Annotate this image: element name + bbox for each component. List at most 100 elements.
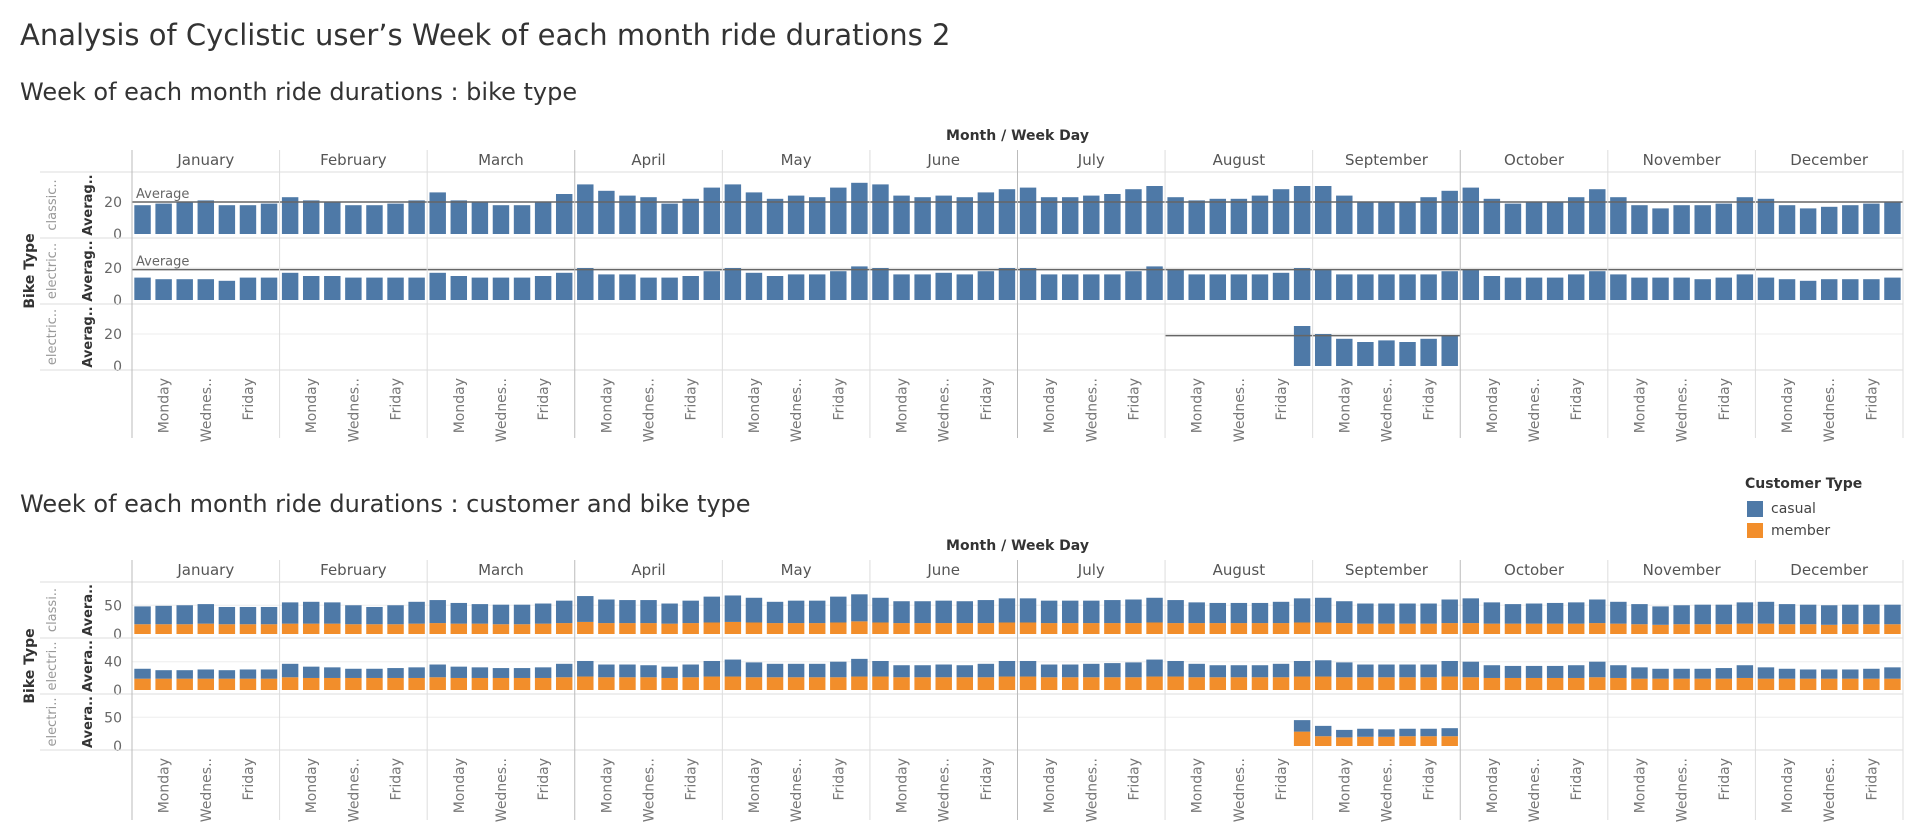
bar-member <box>598 677 615 690</box>
legend-item-member[interactable]: member <box>1744 520 1904 538</box>
bar-member <box>745 622 763 634</box>
bar-casual <box>956 601 974 624</box>
month-label-october: October <box>1504 561 1565 579</box>
bar <box>1567 274 1585 300</box>
bar <box>1251 195 1269 234</box>
bar-member <box>1040 623 1058 634</box>
bar-member <box>766 677 784 690</box>
bar-member <box>1188 623 1205 634</box>
bar-member <box>1019 622 1037 634</box>
bar-member <box>260 624 278 634</box>
bar <box>1272 189 1290 234</box>
bar-casual <box>661 603 678 624</box>
bar-casual <box>1842 604 1859 625</box>
bar-casual <box>1884 667 1901 679</box>
weekday-label: Monday <box>895 758 911 813</box>
weekday-label: Monday <box>304 758 320 813</box>
bar <box>1842 279 1859 300</box>
bar-member <box>1230 623 1248 634</box>
bar <box>1293 268 1311 300</box>
bar <box>366 205 383 234</box>
bar-casual <box>1673 668 1690 679</box>
bar <box>851 266 868 300</box>
bar-member <box>1842 678 1859 690</box>
weekday-label: Friday <box>831 378 847 420</box>
bar <box>956 197 974 234</box>
bar <box>1019 268 1037 300</box>
bar-member <box>1504 677 1522 690</box>
bar-casual <box>1462 661 1480 678</box>
bar-member <box>408 623 425 634</box>
bar-casual <box>914 601 931 624</box>
axis-tick-label: 20 <box>104 261 122 277</box>
bar-casual <box>555 600 573 624</box>
bar-casual <box>197 669 215 679</box>
month-label-november: November <box>1643 561 1722 579</box>
bar <box>408 277 425 300</box>
bar <box>808 274 826 300</box>
bar-casual <box>408 667 425 678</box>
bar-casual <box>872 660 889 677</box>
bar-casual <box>1399 603 1416 624</box>
bar-casual <box>155 670 172 679</box>
bar-casual <box>1293 598 1311 623</box>
bar <box>1125 271 1142 300</box>
bar-member <box>977 677 995 690</box>
bar <box>1631 277 1648 300</box>
bar-casual <box>1167 660 1184 677</box>
bar-member <box>176 678 193 690</box>
legend-swatch-casual <box>1747 501 1763 517</box>
bar <box>1399 274 1416 300</box>
bar-casual <box>1314 725 1332 737</box>
bar <box>1272 272 1290 300</box>
bar <box>1336 274 1353 300</box>
bar <box>745 192 763 234</box>
bar <box>176 279 193 300</box>
bar-member <box>619 677 636 690</box>
bar <box>1694 279 1711 300</box>
bar-member <box>1061 623 1079 634</box>
bar-member <box>1420 623 1437 634</box>
bar-member <box>703 676 721 690</box>
bar-casual <box>1525 665 1543 678</box>
bar <box>1061 197 1079 234</box>
month-label-october: October <box>1504 151 1565 169</box>
bar <box>1589 271 1606 300</box>
bar-casual <box>345 605 362 625</box>
bar <box>492 205 510 234</box>
bar <box>1863 279 1880 300</box>
bar-member <box>1757 623 1775 634</box>
bar-member <box>619 623 636 634</box>
bar <box>260 277 278 300</box>
bar-member <box>1820 624 1838 634</box>
bar-casual <box>1610 665 1627 678</box>
bar-member <box>1567 623 1585 634</box>
bar-member <box>302 677 320 690</box>
bar-casual <box>703 596 721 623</box>
row-label: classi.. <box>45 588 60 632</box>
bar <box>1610 274 1627 300</box>
bar-member <box>555 677 573 690</box>
bar <box>1314 334 1332 366</box>
bar <box>872 184 889 234</box>
legend-item-casual[interactable]: casual <box>1744 498 1904 520</box>
bar <box>1884 277 1901 300</box>
weekday-label: Monday <box>599 378 615 433</box>
bar <box>218 280 236 300</box>
bar-casual <box>1040 600 1058 624</box>
bar-casual <box>1104 600 1121 624</box>
bar-casual <box>155 605 172 625</box>
bar <box>1525 277 1543 300</box>
bar-casual <box>661 666 678 678</box>
weekday-label: Wednes.. <box>494 378 510 442</box>
bar <box>1757 277 1775 300</box>
bar-member <box>661 623 678 634</box>
bar-casual <box>1546 665 1564 678</box>
bar <box>640 197 657 234</box>
month-label-august: August <box>1213 561 1266 579</box>
bar-member <box>260 678 278 690</box>
bar <box>471 202 489 234</box>
bar-casual <box>935 600 952 624</box>
bar-member <box>1104 677 1121 690</box>
bar-casual <box>1019 660 1037 677</box>
